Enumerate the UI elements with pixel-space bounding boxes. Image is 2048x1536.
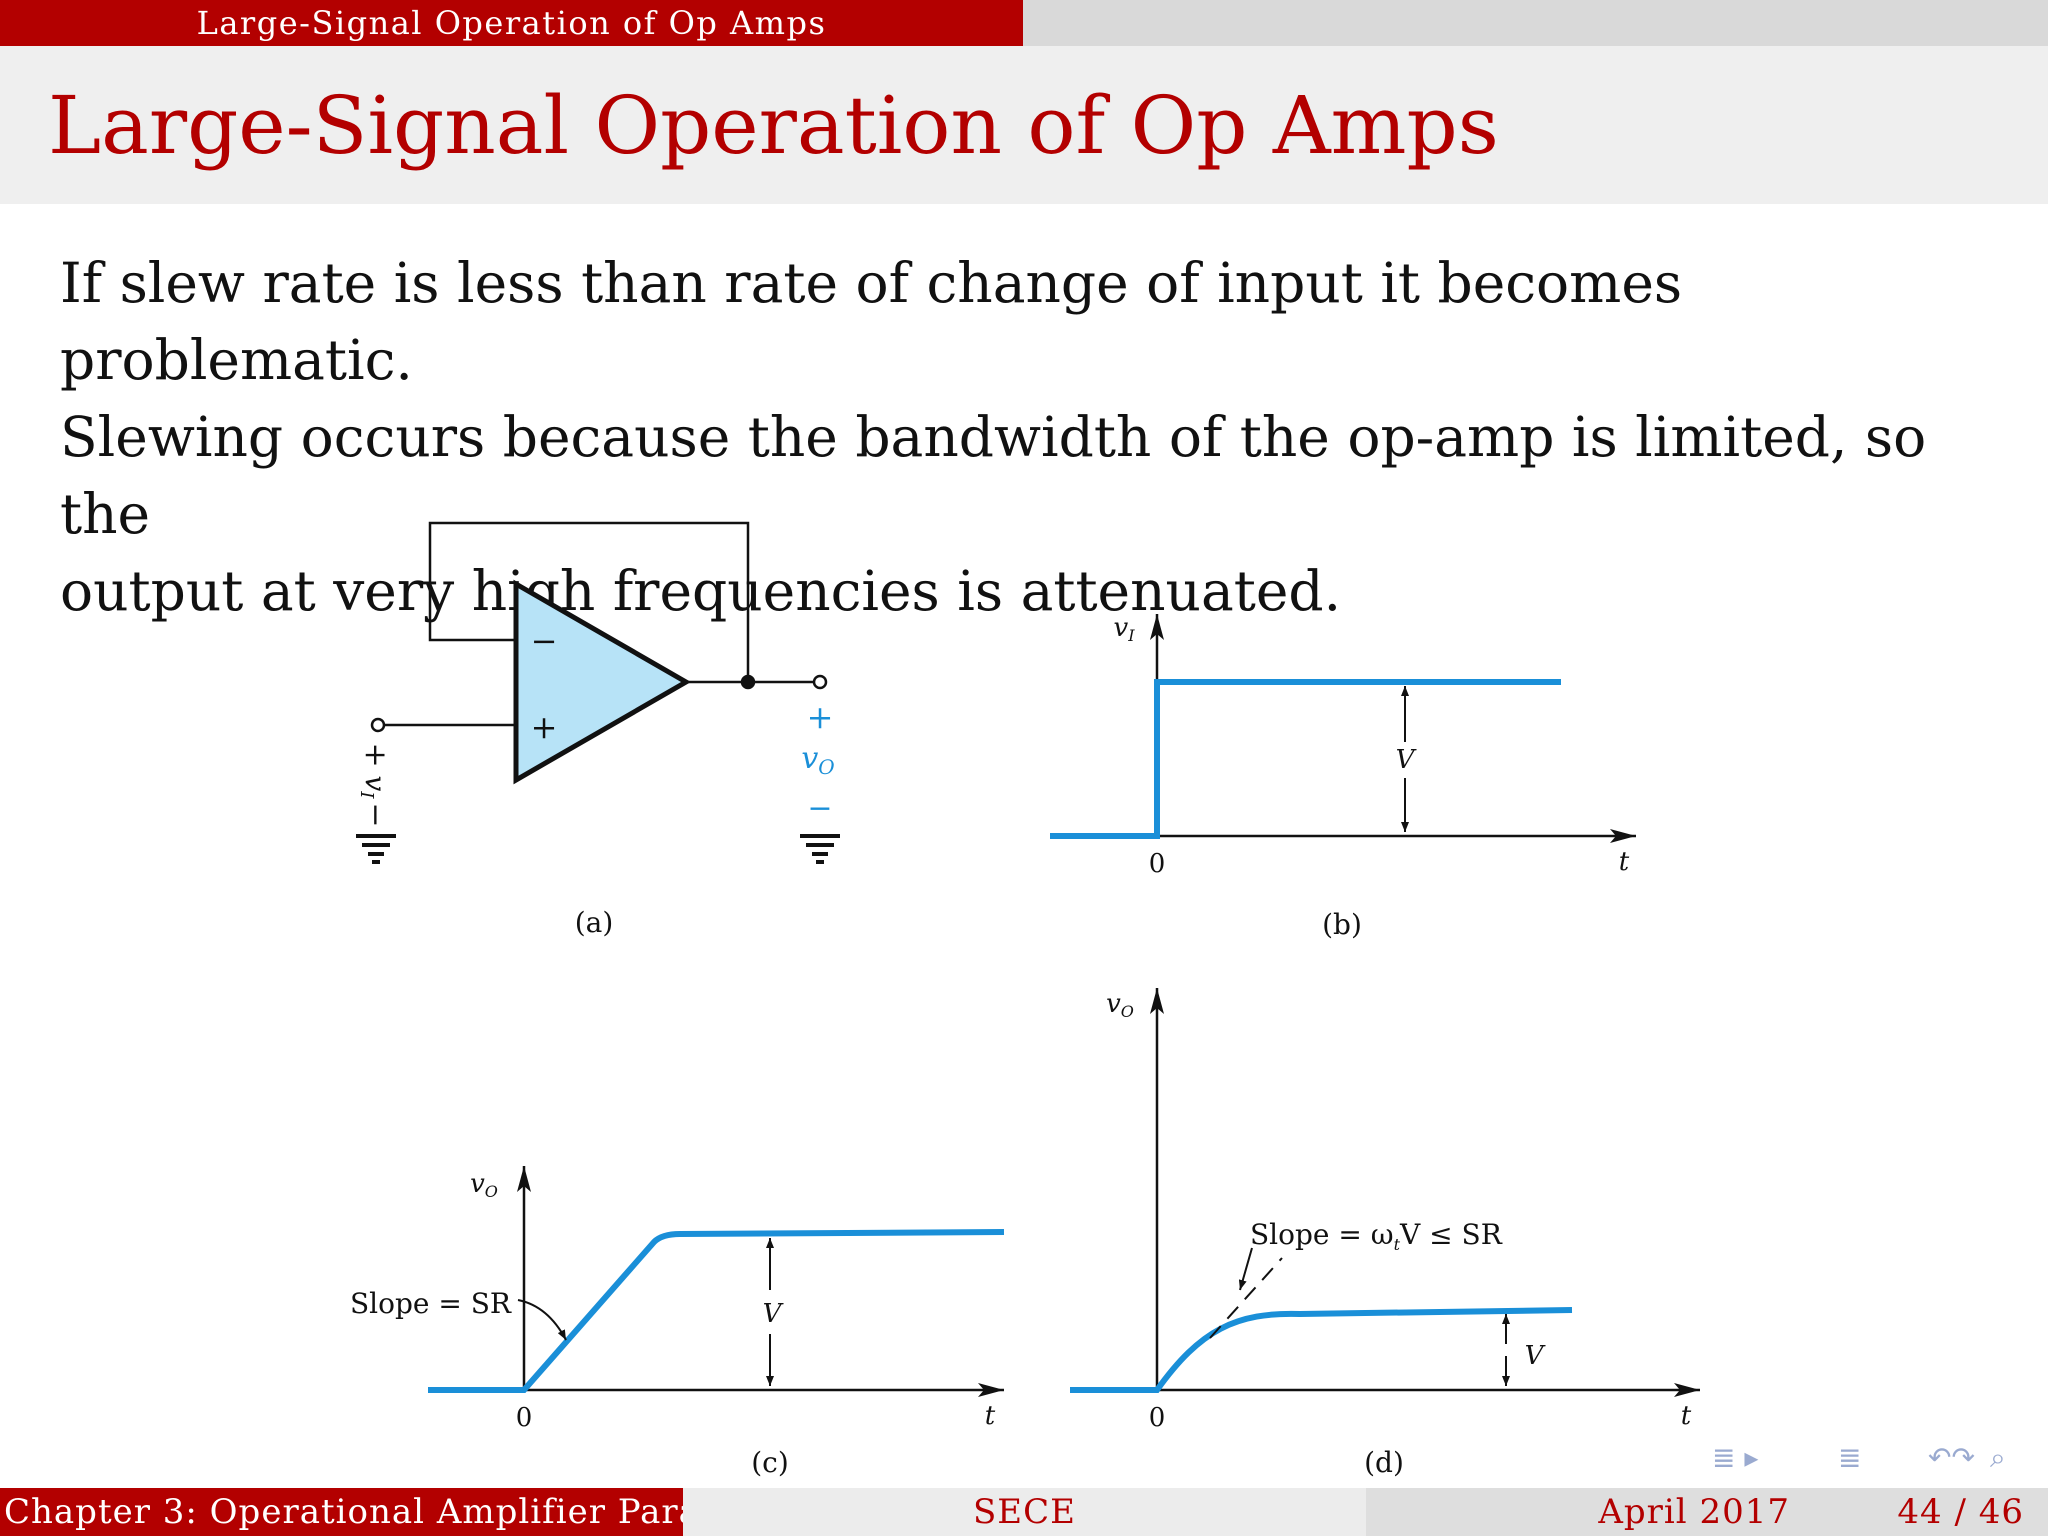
graph-b: vI V 0 t (b) [1050,613,1636,941]
c-origin-label: 0 [516,1403,533,1433]
d-output-trace [1070,1307,1573,1393]
graph-d: vO Slope = ωtV ≤ SR V 0 t (d) [1070,988,1700,1479]
d-y-label: vO [1106,989,1134,1021]
footer-date: April 2017 [1598,1492,1790,1532]
vo-minus-sign: − [807,791,832,826]
b-level-label: V [1396,745,1417,775]
b-y-label: vI [1113,613,1135,645]
feedback-wire [428,521,750,682]
footer-chapter[interactable]: Chapter 3: Operational Amplifier Paramet… [0,1488,683,1536]
c-y-label: vO [470,1169,498,1201]
c-x-label: t [985,1401,996,1431]
footer-bar: Chapter 3: Operational Amplifier Paramet… [0,1488,2048,1536]
nav-search-icon[interactable]: ⌕ [1990,1441,2006,1474]
b-x-label: t [1619,847,1630,877]
caption-d: (d) [1364,1446,1404,1479]
output-terminal [812,674,828,690]
paragraph-line-3: output at very high frequencies is atten… [60,559,1342,623]
d-slope-pointer [1238,1247,1253,1291]
caption-a: (a) [575,906,614,939]
nav-undo-icon[interactable]: ↶↷ [1928,1441,1975,1474]
circuit-a-labels: − + + vI − + vO − (a) [356,622,835,939]
c-slope-pointer [517,1299,567,1341]
nav-subsection-icon[interactable]: ≣ [1838,1441,1862,1474]
noninverting-input-sign: + [531,708,558,746]
nav-section-icon[interactable]: ≣ ▸ [1712,1441,1759,1474]
output-node-dot [740,674,756,690]
d-x-label: t [1681,1401,1692,1431]
b-step-trace [1050,679,1561,839]
d-level-label: V [1525,1341,1546,1371]
section-link[interactable]: Large-Signal Operation of Op Amps [0,0,1023,46]
b-origin-label: 0 [1149,849,1166,879]
output-ground-symbol [800,834,840,864]
footer-right: April 2017 44 / 46 [1366,1488,2048,1536]
title-bar [0,46,2048,204]
c-output-trace [428,1229,1005,1393]
vi-minus-sign: − [358,802,393,827]
caption-c: (c) [751,1446,789,1479]
caption-b: (b) [1322,908,1362,941]
input-ground-symbol [356,834,396,864]
vo-label: vO [801,741,834,779]
paragraph-line-1: If slew rate is less than rate of change… [60,251,1683,392]
circuit-a [356,521,840,864]
vi-plus-sign: + [358,742,393,767]
footer-page-number: 44 / 46 [1897,1492,2024,1532]
paragraph-line-2: Slewing occurs because the bandwidth of … [60,405,1927,546]
footer-institute: SECE [683,1488,1366,1536]
d-slope-label: Slope = ωtV ≤ SR [1250,1218,1503,1254]
slide-title: Large-Signal Operation of Op Amps [48,79,1499,172]
d-origin-label: 0 [1149,1403,1166,1433]
graph-c: vO Slope = SR V 0 t (c) [350,1166,1005,1479]
body-paragraph: If slew rate is less than rate of change… [60,245,2010,630]
input-terminal [370,717,386,733]
vi-label: vI [356,776,392,800]
top-navigation-bar: Large-Signal Operation of Op Amps [0,0,2048,46]
c-level-label: V [763,1299,784,1329]
opamp-triangle [513,579,692,785]
d-initial-slope-line [1209,1257,1283,1339]
vo-plus-sign: + [807,698,834,736]
c-slope-label: Slope = SR [350,1287,512,1320]
inverting-input-sign: − [531,622,558,660]
